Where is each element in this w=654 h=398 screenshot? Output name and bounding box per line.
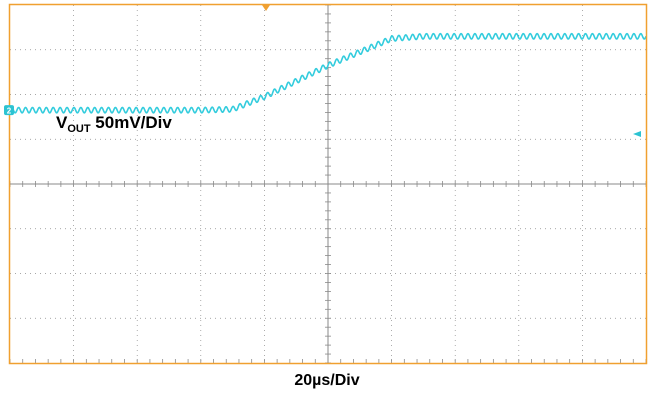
- channel-label-main: V: [56, 113, 68, 132]
- channel-label: VOUT 50mV/Div: [56, 113, 172, 139]
- channel-label-scale: 50mV/Div: [90, 113, 172, 132]
- trace-line-vout: [9, 32, 647, 114]
- markers: 2: [4, 5, 641, 137]
- trigger-position-marker: [262, 5, 270, 11]
- channel-marker-label: 2: [7, 107, 12, 116]
- x-axis-label: 20µs/Div: [294, 372, 360, 389]
- trigger-level-marker: [633, 131, 641, 137]
- trace-layer: [9, 32, 647, 114]
- channel-label-sub: OUT: [67, 123, 91, 135]
- oscilloscope-screen: 2: [4, 3, 648, 365]
- channel-marker: [4, 105, 14, 116]
- screen-frame: [8, 3, 648, 365]
